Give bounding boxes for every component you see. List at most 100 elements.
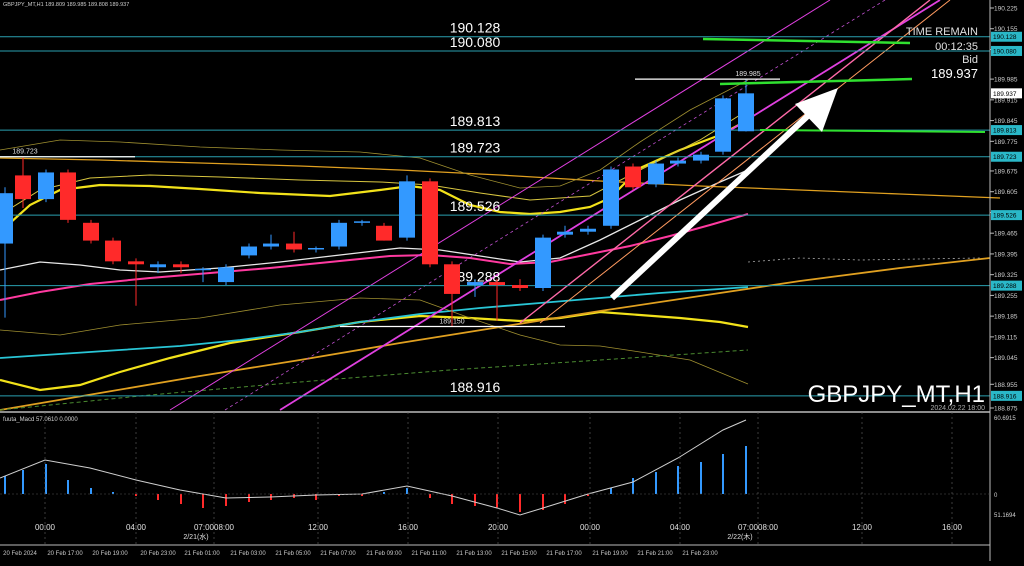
- macd-bar-2: [45, 464, 47, 494]
- candle-12: [263, 243, 279, 247]
- macd-signal-line: [0, 419, 747, 516]
- price-tick-label-1: 190.155: [994, 26, 1018, 33]
- time-minor-label-7: 21 Feb 07:00: [320, 551, 356, 557]
- green-line-mid[interactable]: [719, 77, 913, 86]
- time-minor-label-1: 20 Feb 17:00: [47, 551, 83, 557]
- price-axis[interactable]: 190.225190.155190.085189.985189.915189.8…: [990, 6, 1022, 413]
- time-axis[interactable]: 00:00 04:00 07:0008:00 12:00 16:00 20:00 00:00…: [3, 412, 963, 557]
- macd-bar-5: [112, 492, 114, 494]
- time-major-label-7: 04:00: [670, 523, 691, 532]
- channel-outer-line: [519, 0, 931, 324]
- time-major-label-6: 00:00: [580, 523, 601, 532]
- macd-bar-3: [67, 480, 69, 494]
- macd-bar-7: [157, 494, 159, 500]
- ma-white-line: [0, 169, 749, 273]
- time-major-label-3: 12:00: [308, 523, 329, 532]
- macd-tick-zero: 0: [994, 493, 998, 499]
- candle-18: [399, 181, 415, 238]
- candle-0: [0, 193, 13, 244]
- price-highlight-label-7: 188.916: [993, 393, 1017, 400]
- price-tick-label-10: 189.465: [994, 231, 1018, 238]
- price-tick-label-11: 189.395: [994, 251, 1018, 258]
- macd-bar-28: [632, 478, 634, 494]
- price-tick-label-18: 188.875: [994, 406, 1018, 413]
- macd-bar-26: [587, 494, 589, 496]
- price-highlight-box-2: [991, 88, 1022, 99]
- price-tick-label-8: 189.605: [994, 189, 1018, 196]
- level-label-3: 189.723: [450, 140, 501, 156]
- time-major-label-1: 04:00: [126, 523, 147, 532]
- price-highlight-label-6: 189.288: [993, 283, 1017, 290]
- candle-24: [535, 237, 551, 288]
- candle-21: [467, 282, 483, 286]
- candle-27: [603, 169, 619, 226]
- price-tick-label-15: 189.115: [994, 334, 1017, 341]
- candle-17: [376, 225, 392, 241]
- macd-bar-9: [202, 494, 204, 508]
- macd-bar-20: [451, 494, 453, 504]
- macd-bar-27: [610, 488, 612, 494]
- time-minor-label-8: 21 Feb 09:00: [366, 551, 402, 557]
- marker-label-2: 189.723: [12, 149, 37, 156]
- time-minor-label-12: 21 Feb 17:00: [546, 551, 582, 557]
- time-date-label-0: 2/21(水): [183, 532, 208, 541]
- macd-bar-10: [225, 494, 227, 506]
- marker-label-0: 189.985: [735, 71, 760, 78]
- macd-bar-8: [180, 494, 182, 504]
- price-highlight-label-5: 189.526: [993, 213, 1017, 220]
- candle-14: [308, 248, 324, 250]
- price-tick-label-7: 189.675: [994, 168, 1018, 175]
- candle-32: [715, 98, 731, 152]
- chart-datetime: 2024.02.22 18:00: [931, 405, 986, 412]
- green-line-bottom[interactable]: [759, 129, 986, 133]
- green-line-top[interactable]: [702, 37, 911, 45]
- time-minor-label-4: 21 Feb 01:00: [184, 551, 220, 557]
- candle-6: [128, 261, 144, 265]
- candle-13: [286, 243, 302, 250]
- price-highlight-label-1: 190.080: [993, 48, 1017, 55]
- ma-orange-upper-line: [0, 157, 1001, 199]
- time-major-label-10: 16:00: [942, 523, 963, 532]
- macd-bar-0: [4, 476, 6, 494]
- candle-28: [625, 166, 641, 188]
- time-remain-value: 00:12:35: [935, 41, 978, 53]
- price-tick-label-13: 189.255: [994, 293, 1018, 300]
- bid-value: 189.937: [931, 66, 978, 81]
- macd-bar-30: [677, 466, 679, 494]
- price-tick-label-6: 189.775: [994, 139, 1018, 146]
- time-minor-label-15: 21 Feb 23:00: [682, 551, 718, 557]
- price-tick-label-4: 189.915: [994, 97, 1018, 104]
- candle-16: [354, 221, 370, 223]
- candle-15: [331, 222, 347, 247]
- level-label-6: 188.916: [450, 379, 501, 395]
- symbol-watermark: GBPJPY_MT,H1: [808, 381, 985, 408]
- time-minor-label-3: 20 Feb 23:00: [140, 551, 176, 557]
- band-upper-line: [0, 79, 749, 189]
- candle-19: [422, 181, 438, 265]
- candle-10: [218, 267, 234, 283]
- price-highlight-label-0: 190.128: [993, 34, 1017, 41]
- macd-bar-4: [90, 488, 92, 494]
- band-lower-line: [0, 297, 749, 385]
- candle-25: [557, 231, 573, 235]
- level-label-1: 190.080: [450, 34, 501, 50]
- price-highlight-label-3: 189.813: [993, 128, 1017, 135]
- marker-label-1: 189.150: [439, 319, 464, 326]
- price-highlight-box-6: [991, 280, 1022, 291]
- target-lines: [702, 37, 986, 133]
- candle-22: [489, 282, 505, 286]
- time-major-label-9: 12:00: [852, 523, 873, 532]
- price-highlight-box-4: [991, 151, 1022, 162]
- time-date-label-1: 2/22(木): [727, 532, 752, 541]
- price-highlight-box-7: [991, 390, 1022, 401]
- dashed-green-line: [0, 349, 749, 411]
- candle-29: [648, 163, 664, 185]
- price-tick-label-17: 188.955: [994, 382, 1018, 389]
- time-minor-label-14: 21 Feb 21:00: [637, 551, 673, 557]
- time-minor-label-13: 21 Feb 19:00: [592, 551, 628, 557]
- channel-outer-line-2: [539, 0, 951, 324]
- candle-3: [60, 172, 76, 220]
